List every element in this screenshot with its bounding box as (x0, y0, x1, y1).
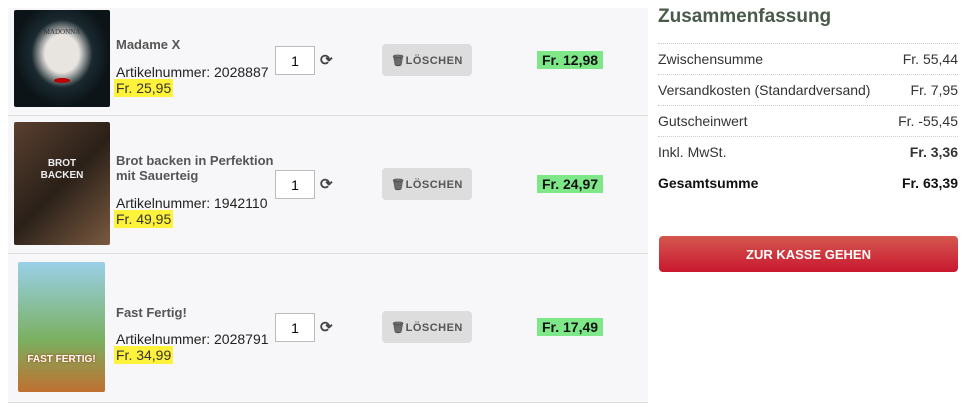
value: Fr. 3,36 (909, 144, 958, 160)
cart-item: BROT BACKEN Brot backen in Perfektion mi… (8, 116, 648, 254)
trash-icon: 🗑 (391, 178, 406, 191)
cover-text: BROT BACKEN (40, 158, 84, 181)
article-number: Artikelnummer: 2028791 (116, 331, 269, 347)
quantity-input[interactable] (275, 313, 315, 342)
delete-button[interactable]: 🗑LÖSCHEN (382, 44, 472, 76)
summary-row-vat: Inkl. MwSt. Fr. 3,36 (658, 136, 958, 167)
value: Fr. -55,45 (898, 113, 958, 129)
summary-row-total: Gesamtsumme Fr. 63,39 (658, 167, 958, 198)
delete-label: LÖSCHEN (405, 54, 463, 67)
refresh-icon[interactable]: ⟳ (320, 319, 333, 336)
summary-row-subtotal: Zwischensumme Fr. 55,44 (658, 43, 958, 74)
product-title[interactable]: Fast Fertig! (116, 305, 187, 320)
summary-title: Zusammenfassung (658, 6, 832, 27)
value: Fr. 63,39 (901, 174, 958, 191)
label: Versandkosten (Standardversand) (658, 82, 871, 98)
label: Gutscheinwert (658, 113, 748, 129)
delete-button[interactable]: 🗑LÖSCHEN (382, 311, 472, 343)
trash-icon: 🗑 (391, 54, 406, 67)
checkout-button[interactable]: ZUR KASSE GEHEN (659, 236, 958, 272)
summary-row-voucher: Gutscheinwert Fr. -55,45 (658, 105, 958, 136)
value: Fr. 7,95 (910, 82, 958, 98)
article-number: Artikelnummer: 2028887 (116, 64, 269, 80)
article-number: Artikelnummer: 1942110 (116, 195, 268, 211)
label: Inkl. MwSt. (658, 144, 727, 160)
line-total: Fr. 17,49 (537, 318, 604, 336)
refresh-icon[interactable]: ⟳ (320, 52, 333, 69)
line-total: Fr. 12,98 (537, 51, 604, 69)
product-image[interactable]: FAST FERTIG! (18, 262, 105, 392)
cart-item: MADONNA Madame X Artikelnummer: 2028887 … (8, 8, 648, 116)
product-image[interactable]: BROT BACKEN (14, 122, 110, 245)
product-image[interactable]: MADONNA (14, 10, 110, 107)
unit-price: Fr. 25,95 (114, 79, 174, 97)
cart-items: MADONNA Madame X Artikelnummer: 2028887 … (8, 8, 648, 403)
cart-item: FAST FERTIG! Fast Fertig! Artikelnummer:… (8, 254, 648, 403)
trash-icon: 🗑 (391, 321, 406, 334)
cover-text: MADONNA (43, 28, 81, 36)
value: Fr. 55,44 (902, 51, 958, 67)
product-title[interactable]: Brot backen in Perfektion mit Sauerteig (116, 153, 274, 183)
refresh-icon[interactable]: ⟳ (320, 176, 333, 193)
unit-price: Fr. 34,99 (114, 346, 174, 364)
lips (54, 78, 70, 83)
order-summary: Zusammenfassung Zwischensumme Fr. 55,44 V… (658, 0, 958, 198)
line-total: Fr. 24,97 (537, 175, 604, 193)
quantity-input[interactable] (275, 170, 315, 199)
delete-label: LÖSCHEN (405, 321, 463, 334)
quantity-input[interactable] (275, 46, 315, 75)
product-title[interactable]: Madame X (116, 37, 181, 52)
summary-row-shipping: Versandkosten (Standardversand) Fr. 7,95 (658, 74, 958, 105)
label: Zwischensumme (658, 51, 764, 67)
delete-button[interactable]: 🗑LÖSCHEN (382, 168, 472, 200)
cover-text: FAST FERTIG! (27, 354, 96, 365)
label: Gesamtsumme (658, 174, 759, 191)
unit-price: Fr. 49,95 (114, 210, 174, 228)
delete-label: LÖSCHEN (405, 178, 463, 191)
